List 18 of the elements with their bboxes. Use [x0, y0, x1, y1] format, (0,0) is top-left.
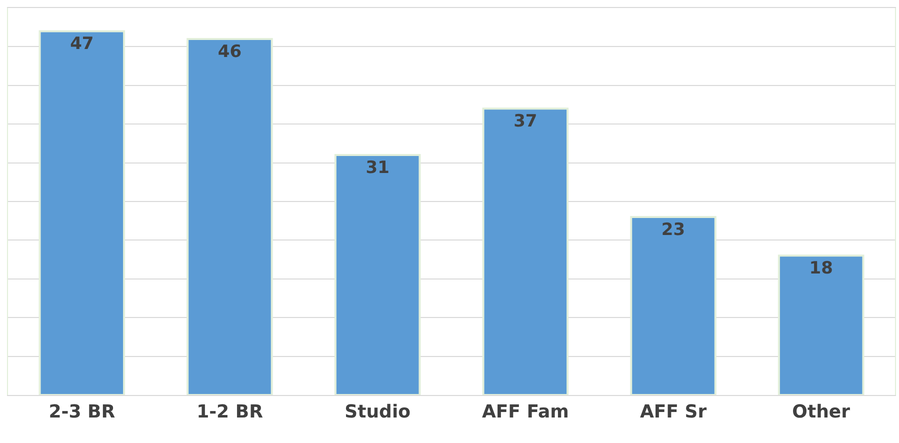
data-label: 37 — [514, 112, 538, 132]
data-label: 23 — [661, 220, 686, 240]
bar — [186, 38, 273, 395]
data-label: 18 — [809, 258, 833, 279]
bar — [630, 216, 716, 395]
data-label: 47 — [70, 34, 94, 54]
x-tick-label: 1-2 BR — [196, 402, 264, 423]
data-label: 46 — [218, 42, 242, 62]
x-tick-label: AFF Sr — [640, 402, 707, 423]
data-label: 31 — [366, 158, 390, 178]
x-tick-label: AFF Fam — [482, 402, 569, 423]
x-tick-label: Other — [792, 402, 850, 423]
x-tick-label: 2-3 BR — [48, 402, 116, 423]
bar — [482, 108, 569, 395]
bar — [38, 30, 126, 395]
bar — [778, 254, 864, 395]
bar — [334, 154, 421, 395]
x-tick-label: Studio — [344, 402, 410, 423]
